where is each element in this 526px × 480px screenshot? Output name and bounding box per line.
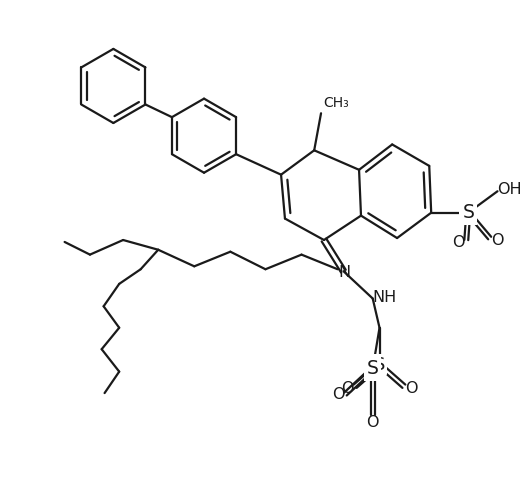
Text: N: N [338, 264, 350, 280]
Text: S: S [374, 356, 385, 374]
Text: NH: NH [372, 290, 397, 305]
Text: O: O [332, 386, 345, 402]
Text: O: O [406, 381, 418, 396]
Text: O: O [452, 235, 465, 251]
Text: S: S [367, 359, 379, 378]
Text: S: S [462, 203, 474, 222]
Text: O: O [367, 415, 379, 430]
Text: OH: OH [497, 182, 521, 197]
Text: O: O [491, 233, 504, 249]
Text: O: O [341, 381, 353, 396]
Text: CH₃: CH₃ [323, 96, 349, 110]
